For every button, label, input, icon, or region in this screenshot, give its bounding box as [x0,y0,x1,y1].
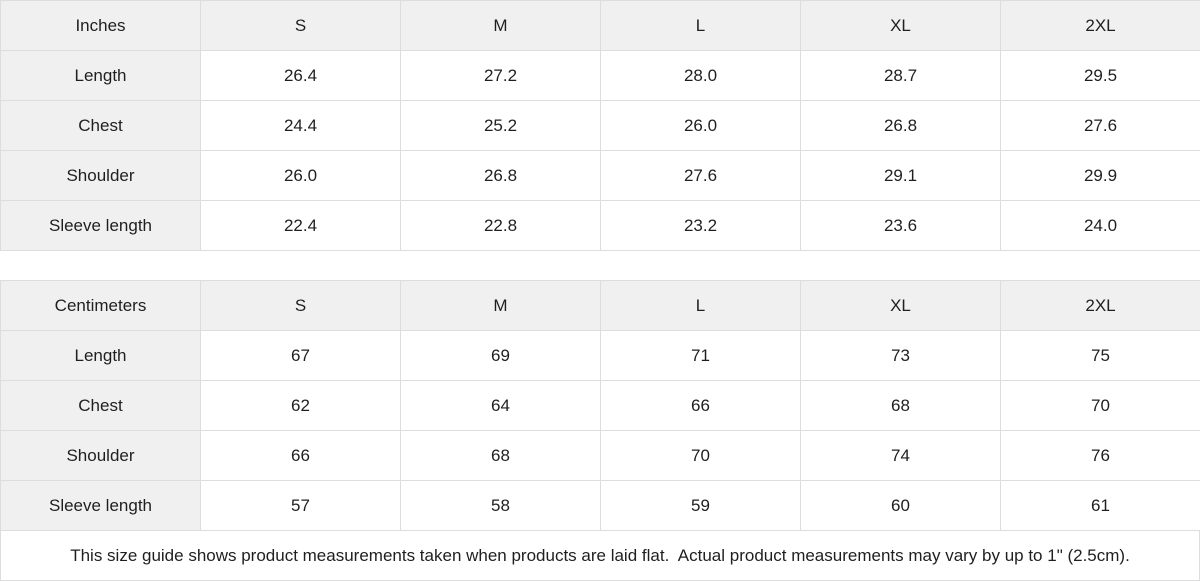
size-header-cell: XL [801,1,1001,51]
measurement-value-cell: 27.6 [601,151,801,201]
measurement-value-cell: 70 [1001,381,1200,431]
measurement-value-cell: 62 [201,381,401,431]
measurement-value-cell: 29.5 [1001,51,1200,101]
measurement-value-cell: 68 [401,431,601,481]
measurement-value-cell: 28.0 [601,51,801,101]
measurement-value-cell: 23.2 [601,201,801,251]
measurement-value-cell: 27.6 [1001,101,1200,151]
measurement-value-cell: 29.1 [801,151,1001,201]
measurement-value-cell: 22.8 [401,201,601,251]
size-header-cell: XL [801,281,1001,331]
measurement-value-cell: 27.2 [401,51,601,101]
measurement-value-cell: 64 [401,381,601,431]
measurement-value-cell: 29.9 [1001,151,1200,201]
measurement-value-cell: 26.8 [401,151,601,201]
measurement-value-cell: 59 [601,481,801,531]
size-header-cell: M [401,281,601,331]
row-label-cell: Chest [1,101,201,151]
unit-label-cell: Inches [1,1,201,51]
size-header-cell: S [201,1,401,51]
measurement-value-cell: 60 [801,481,1001,531]
measurement-value-cell: 26.0 [201,151,401,201]
measurement-value-cell: 26.0 [601,101,801,151]
size-header-cell: 2XL [1001,281,1200,331]
measurement-value-cell: 75 [1001,331,1200,381]
size-header-cell: S [201,281,401,331]
measurement-value-cell: 66 [601,381,801,431]
row-label-cell: Length [1,331,201,381]
measurement-value-cell: 68 [801,381,1001,431]
measurement-value-cell: 66 [201,431,401,481]
measurement-value-cell: 25.2 [401,101,601,151]
row-label-cell: Shoulder [1,431,201,481]
measurement-value-cell: 26.4 [201,51,401,101]
measurement-value-cell: 67 [201,331,401,381]
row-label-cell: Sleeve length [1,481,201,531]
measurement-value-cell: 24.4 [201,101,401,151]
size-header-cell: L [601,1,801,51]
measurement-value-cell: 61 [1001,481,1200,531]
row-label-cell: Sleeve length [1,201,201,251]
row-label-cell: Shoulder [1,151,201,201]
measurement-value-cell: 71 [601,331,801,381]
measurement-value-cell: 74 [801,431,1001,481]
size-header-cell: M [401,1,601,51]
measurement-value-cell: 57 [201,481,401,531]
measurement-value-cell: 76 [1001,431,1200,481]
measurement-value-cell: 22.4 [201,201,401,251]
measurement-value-cell: 28.7 [801,51,1001,101]
measurement-value-cell: 23.6 [801,201,1001,251]
row-label-cell: Chest [1,381,201,431]
measurement-value-cell: 69 [401,331,601,381]
measurement-value-cell: 24.0 [1001,201,1200,251]
measurement-value-cell: 26.8 [801,101,1001,151]
measurement-value-cell: 73 [801,331,1001,381]
unit-label-cell: Centimeters [1,281,201,331]
size-guide-note: This size guide shows product measuremen… [0,531,1200,581]
row-label-cell: Length [1,51,201,101]
size-header-cell: L [601,281,801,331]
size-header-cell: 2XL [1001,1,1200,51]
measurement-value-cell: 58 [401,481,601,531]
measurement-value-cell: 70 [601,431,801,481]
